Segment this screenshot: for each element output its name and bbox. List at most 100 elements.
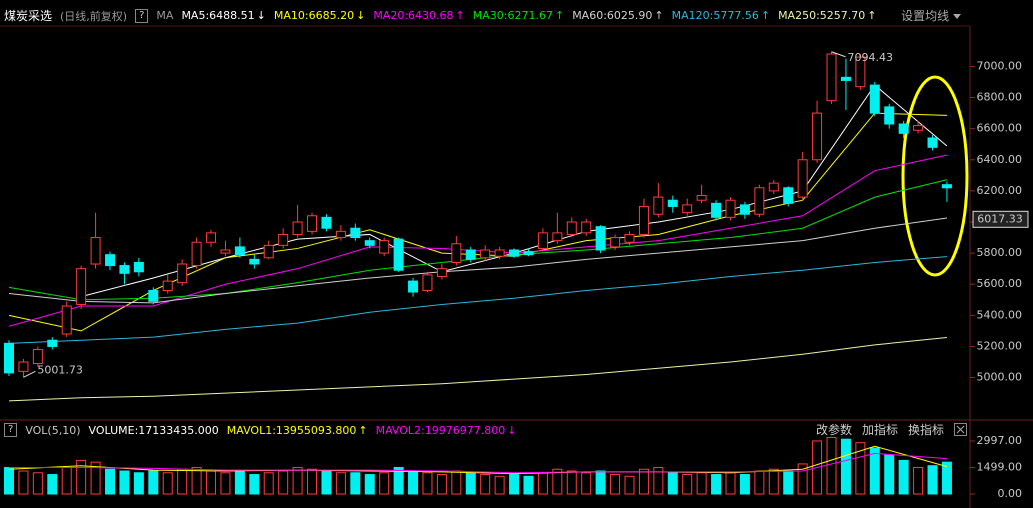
candle-body [913,125,924,131]
close-button[interactable] [954,423,967,436]
volume-bar [840,438,851,495]
volume-bar [682,474,693,495]
legend-arrow: ↓ [507,423,517,437]
volume-bar [4,466,14,495]
volume-bar [119,470,130,495]
legend-entry: MAVOL2:19976977.800 [375,423,506,437]
legend-entry: MA20:6430.68 [373,9,454,22]
legend-entry: MA30:6271.67 [472,9,553,22]
candle-body [941,184,952,189]
candle-body [278,233,289,246]
candle-body [422,274,433,291]
candle-body [552,232,563,242]
volume-bar [133,472,144,495]
volume-bar [422,472,433,495]
mavol-line [9,452,947,474]
toolbar: 改参数 加指标 换指标 [816,421,967,438]
candle-body [667,199,678,207]
low-pointer [23,370,36,378]
volume-bar [220,472,231,495]
y-tick-label: 7000.00 [977,59,1023,72]
ma-line [8,336,948,402]
candle-body [465,249,476,260]
candle-body [884,106,895,125]
candle-body [869,84,880,114]
header: 煤炭采选 (日线,前复权) ? MA MA5:6488.51 ↓ MA10:6685… [4,7,885,24]
volume-bar [653,466,664,495]
candle-body [927,137,938,148]
candle-body [379,240,390,254]
candle-body [638,205,649,235]
legend-entry: MA5:6488.51 [181,9,255,22]
legend-arrow: ↑ [760,9,771,22]
volume-bar [263,472,274,495]
tool-button[interactable]: 改参数 [815,423,852,437]
volume-bar [177,468,188,495]
candle-body [393,238,404,271]
candle-body [18,361,29,372]
help-button[interactable]: ? [135,8,149,23]
legend-arrow: ↓ [256,9,266,22]
candle-body [249,258,260,265]
tool-button[interactable]: 换指标 [907,423,944,437]
volume-bar [234,470,245,495]
volume-bar [148,470,159,495]
indicator-name: MA [156,9,174,22]
candle-body [4,342,14,374]
tool-button[interactable]: 加指标 [861,423,898,437]
volume-bar [379,472,390,495]
candle-body [47,339,58,347]
candle-body [206,232,217,243]
volume-bar [451,470,462,495]
candle-body [307,215,318,232]
candle-body [76,268,87,305]
volume-bar [61,466,72,495]
candle-body [653,196,664,215]
help-button[interactable]: ? [4,423,18,437]
volume-bar [350,472,361,495]
price-marker-box [972,210,1029,228]
candle-body [162,280,173,291]
y-tick-label: 6200.00 [977,184,1023,197]
volume-bar [927,465,938,495]
candle-body [509,249,520,257]
candle-body [783,187,794,204]
candle-body [61,305,72,335]
volume-bar [90,461,101,495]
candle-body [105,254,116,267]
volume-bar [523,475,534,495]
candle-body [292,221,303,235]
volume-bar [869,447,880,495]
volume-bar [725,472,736,495]
volume-bar [509,474,520,495]
volume-bar [624,475,635,495]
high-label: 7094.43 [848,51,894,64]
volume-bar [826,436,837,495]
mavol-line [8,445,948,475]
volume-bar [292,466,303,495]
candle-body [537,232,548,249]
volume-bar [364,474,375,495]
volume-bar [465,472,476,495]
legend-entry: MA250:5257.70 [778,9,866,22]
y-tick-label: 5400.00 [977,308,1023,321]
volume-bar [494,475,505,495]
volume-bar [768,468,779,495]
legend-entry: MAVOL1:13955093.800 [226,423,357,437]
candle-body [711,202,722,218]
candle-body [234,246,245,256]
volume-bar [898,459,909,495]
settings-label: 设置均线 [901,9,950,23]
candle-body [451,243,462,263]
highlight-ellipse [901,75,969,277]
candle-body [263,244,274,259]
y-tick-label: 5000.00 [977,371,1023,384]
volume-bar [667,472,678,495]
candle-body [364,240,375,246]
settings-button[interactable]: 设置均线 [901,7,961,24]
price-marker-label: 6017.33 [977,212,1023,225]
volume-bar [76,459,87,495]
volume-bar [739,474,750,495]
y-tick-label: 0.00 [998,487,1023,500]
